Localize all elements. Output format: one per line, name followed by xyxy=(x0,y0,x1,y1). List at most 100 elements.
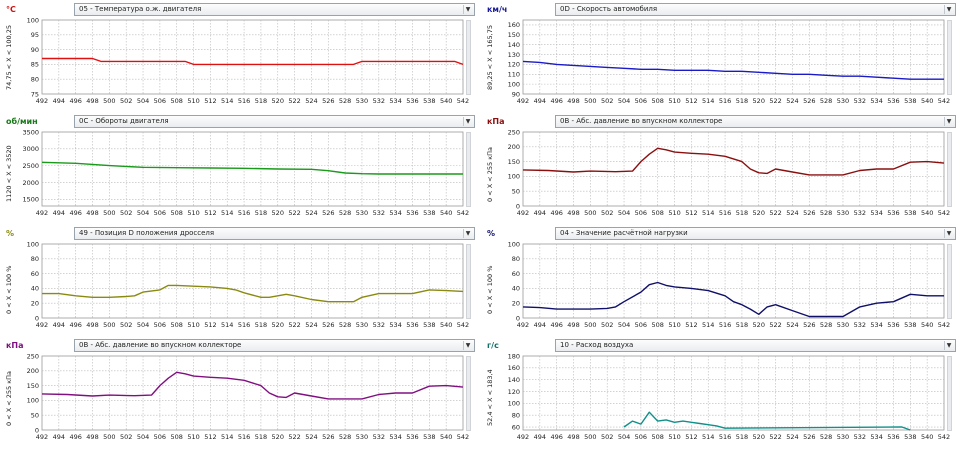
chart-panel-engine-rpm: 492 494 496 498 500 502 504 506 508 510 512 514 516 5… xyxy=(2,114,477,222)
x-tick-label: 536 xyxy=(406,433,418,441)
chevron-down-icon[interactable]: ▼ xyxy=(944,229,953,238)
x-tick-label: 510 xyxy=(187,433,199,441)
x-tick-label: 520 xyxy=(272,97,284,105)
vertical-scrollbar[interactable] xyxy=(466,20,471,95)
x-tick-label: 530 xyxy=(356,97,368,105)
x-tick-label: 520 xyxy=(753,321,765,329)
range-label: 0 < X < 100 % xyxy=(5,265,13,314)
chevron-down-icon[interactable]: ▼ xyxy=(463,117,472,126)
x-tick-label: 494 xyxy=(534,97,546,105)
x-tick-label: 542 xyxy=(938,321,950,329)
x-tick-label: 498 xyxy=(86,433,98,441)
chevron-down-icon[interactable]: ▼ xyxy=(944,117,953,126)
x-tick-label: 524 xyxy=(305,97,317,105)
parameter-select[interactable]: 49 - Позиция D положения дросселя ▼ xyxy=(74,227,475,240)
x-tick-label: 526 xyxy=(803,321,815,329)
chevron-down-icon[interactable]: ▼ xyxy=(463,229,472,238)
y-tick-label: 100 xyxy=(27,397,39,405)
vertical-scrollbar[interactable] xyxy=(466,356,471,431)
y-tick-label: 1500 xyxy=(22,196,39,204)
x-tick-label: 502 xyxy=(601,97,613,105)
parameter-select[interactable]: 04 - Значение расчётной нагрузки ▼ xyxy=(555,227,956,240)
x-tick-label: 504 xyxy=(618,97,630,105)
x-tick-label: 530 xyxy=(356,321,368,329)
x-tick-label: 498 xyxy=(567,433,579,441)
x-tick-label: 526 xyxy=(803,97,815,105)
vertical-scrollbar[interactable] xyxy=(947,244,952,319)
parameter-select[interactable]: 0C - Обороты двигателя ▼ xyxy=(74,115,475,128)
vertical-scrollbar[interactable] xyxy=(947,20,952,95)
x-tick-label: 506 xyxy=(635,433,647,441)
x-tick-label: 534 xyxy=(870,433,882,441)
x-tick-label: 542 xyxy=(457,97,469,105)
chart-panel-vehicle-speed: 492 494 496 498 500 502 504 506 508 510 512 514 516 5… xyxy=(483,2,958,110)
parameter-select[interactable]: 0D - Скорость автомобиля ▼ xyxy=(555,3,956,16)
vertical-scrollbar[interactable] xyxy=(466,132,471,207)
x-tick-label: 532 xyxy=(854,433,866,441)
x-tick-label: 504 xyxy=(618,433,630,441)
y-tick-label: 2000 xyxy=(22,179,39,187)
vertical-scrollbar[interactable] xyxy=(466,244,471,319)
x-tick-label: 528 xyxy=(339,321,351,329)
y-tick-label: 0 xyxy=(516,202,520,210)
x-tick-label: 500 xyxy=(103,97,115,105)
y-tick-label: 50 xyxy=(31,412,39,420)
series-line xyxy=(522,281,944,318)
parameter-select[interactable]: 10 - Расход воздуха ▼ xyxy=(555,339,956,352)
unit-label: кПа xyxy=(487,117,505,126)
y-tick-label: 80 xyxy=(512,412,520,420)
x-tick-label: 526 xyxy=(322,97,334,105)
x-tick-label: 502 xyxy=(601,433,613,441)
chevron-down-icon[interactable]: ▼ xyxy=(944,5,953,14)
x-tick-label: 520 xyxy=(753,97,765,105)
x-tick-label: 514 xyxy=(702,433,714,441)
x-tick-label: 524 xyxy=(786,321,798,329)
x-tick-label: 510 xyxy=(187,97,199,105)
y-tick-label: 140 xyxy=(508,376,520,384)
x-tick-label: 536 xyxy=(887,97,899,105)
y-tick-label: 0 xyxy=(516,314,520,322)
x-tick-label: 506 xyxy=(154,209,166,217)
x-tick-label: 496 xyxy=(69,321,81,329)
chevron-down-icon[interactable]: ▼ xyxy=(944,341,953,350)
x-tick-label: 506 xyxy=(154,433,166,441)
vertical-scrollbar[interactable] xyxy=(947,132,952,207)
vertical-scrollbar[interactable] xyxy=(947,356,952,431)
x-tick-label: 516 xyxy=(719,209,731,217)
parameter-select[interactable]: 0B - Абс. давление во впускном коллектор… xyxy=(74,339,475,352)
x-tick-label: 528 xyxy=(820,321,832,329)
unit-label: кПа xyxy=(6,341,24,350)
range-label: 0 < X < 100 % xyxy=(486,265,494,314)
x-tick-label: 526 xyxy=(322,321,334,329)
x-tick-label: 534 xyxy=(870,321,882,329)
x-tick-label: 494 xyxy=(53,209,65,217)
x-tick-label: 532 xyxy=(373,209,385,217)
chart-panel-map-pressure-2: 492 494 496 498 500 502 504 506 508 510 512 514 516 5… xyxy=(2,338,477,446)
x-tick-label: 514 xyxy=(702,97,714,105)
x-tick-label: 526 xyxy=(322,209,334,217)
y-tick-label: 80 xyxy=(31,76,39,84)
x-tick-label: 536 xyxy=(887,321,899,329)
x-tick-label: 504 xyxy=(618,209,630,217)
x-tick-label: 502 xyxy=(601,321,613,329)
x-tick-label: 532 xyxy=(854,321,866,329)
x-tick-label: 540 xyxy=(921,433,933,441)
parameter-select-value: 0B - Абс. давление во впускном коллектор… xyxy=(79,341,242,349)
x-tick-label: 510 xyxy=(668,209,680,217)
x-tick-label: 534 xyxy=(389,321,401,329)
x-tick-label: 522 xyxy=(769,209,781,217)
chevron-down-icon[interactable]: ▼ xyxy=(463,5,472,14)
x-tick-label: 508 xyxy=(652,209,664,217)
chevron-down-icon[interactable]: ▼ xyxy=(463,341,472,350)
line-chart: 492 494 496 498 500 502 504 506 508 510 512 514 516 5… xyxy=(508,240,951,329)
x-tick-label: 542 xyxy=(938,209,950,217)
x-tick-label: 506 xyxy=(635,209,647,217)
x-tick-label: 500 xyxy=(103,209,115,217)
parameter-select[interactable]: 0B - Абс. давление во впускном коллектор… xyxy=(555,115,956,128)
parameter-select[interactable]: 05 - Температура о.ж. двигателя ▼ xyxy=(74,3,475,16)
x-tick-label: 496 xyxy=(69,97,81,105)
x-tick-label: 524 xyxy=(305,321,317,329)
x-tick-label: 538 xyxy=(423,433,435,441)
x-tick-label: 498 xyxy=(567,209,579,217)
x-tick-label: 510 xyxy=(187,209,199,217)
